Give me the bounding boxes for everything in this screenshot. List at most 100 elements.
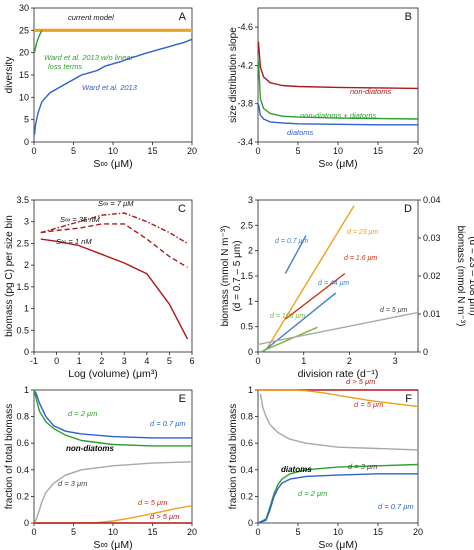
- y-right-tick-label: 0.04: [423, 195, 441, 205]
- y-tick-label: 0.6: [240, 438, 253, 448]
- series-line-d-44-m: [262, 292, 337, 353]
- x-tick-label: 6: [189, 356, 194, 366]
- y-tick-label: 0.8: [240, 412, 253, 422]
- x-axis-label: S∞ (μM): [318, 158, 357, 170]
- series-label: d = 5 μm: [138, 498, 167, 507]
- x-tick-label: 2: [99, 356, 104, 366]
- y-tick-label: 0.8: [16, 412, 29, 422]
- x-axis-label: S∞ (μM): [93, 539, 132, 550]
- y-axis-label: fraction of total biomass: [4, 404, 15, 510]
- series-label: d = 3 μm: [348, 462, 377, 471]
- x-tick-label: 0: [255, 146, 260, 156]
- series-line-d-1-6-m: [284, 272, 346, 320]
- series-line-non-diatoms: [257, 41, 419, 90]
- series-label: d = 2 μm: [298, 489, 327, 498]
- y-tick-label: 20: [19, 48, 29, 58]
- y-tick-label: 0.2: [16, 491, 29, 501]
- y-tick-label: -3.8: [237, 99, 253, 109]
- y-tick-label: 1: [248, 385, 253, 395]
- panel-E: 0 5 10 15 20 0 0.2 0.4 0.6 0.8 1 S∞ (μM) fraction of…: [4, 385, 197, 550]
- y-axis-label: biomass (mmol N m⁻³): [220, 226, 231, 327]
- y-tick-label: 2: [24, 260, 29, 270]
- x-axis-label: division rate (d⁻¹): [298, 368, 379, 380]
- series-label: d = 2 μm: [68, 409, 97, 418]
- x-tick-label: 20: [187, 146, 197, 156]
- y-tick-label: 1.5: [16, 282, 29, 292]
- y-axis-label-sub: (d = 0.7 – 5 μm): [232, 240, 243, 311]
- plot-frame: [257, 199, 419, 353]
- x-axis-label: Log (volume) (μm³): [68, 368, 157, 380]
- y-tick-label: 1: [248, 296, 253, 306]
- x-tick-label: 5: [71, 146, 76, 156]
- y-right-axis-label: biomass (mmol N m⁻³): [455, 226, 466, 327]
- x-tick-label: 15: [373, 146, 383, 156]
- x-tick-label: 20: [187, 527, 197, 537]
- x-tick-label: 15: [147, 527, 157, 537]
- series-label: d = 0.7 μm: [378, 502, 414, 511]
- series-label: S∞ = 1 nM: [56, 237, 92, 246]
- x-tick-label: 20: [413, 527, 423, 537]
- series-line-d-2-m: [257, 463, 419, 524]
- y-tick-label: 10: [19, 92, 29, 102]
- y-tick-label: 2: [248, 246, 253, 256]
- x-tick-label: 15: [147, 146, 157, 156]
- series-line-diatoms: [257, 103, 418, 126]
- plot-frame: [257, 7, 419, 143]
- series-line-s-35-nm: [40, 223, 188, 268]
- x-tick-label: 3: [122, 356, 127, 366]
- x-tick-label: -1: [30, 356, 38, 366]
- y-tick-label: -4.2: [237, 60, 253, 70]
- x-tick-label: 10: [333, 146, 343, 156]
- y-tick-label: 15: [19, 70, 29, 80]
- y-tick-label: 0: [24, 137, 29, 147]
- series-label: Ward et al. 2013: [82, 83, 138, 92]
- series-line-d-5-m: [257, 311, 419, 346]
- x-tick-label: 2: [347, 356, 352, 366]
- y-tick-label: 1.5: [240, 271, 253, 281]
- y-right-axis-label-sub: (d = 23 – 108 μm): [467, 236, 474, 315]
- y-right-tick-label: 0.02: [423, 271, 441, 281]
- y-axis-label: size distribution slope: [228, 27, 239, 123]
- panel-letter: B: [405, 11, 412, 23]
- series-line-s-1-nm: [40, 238, 189, 340]
- x-tick-label: 0: [31, 146, 36, 156]
- x-tick-label: 5: [71, 527, 76, 537]
- y-tick-label: 0: [248, 518, 253, 528]
- series-label: d = 23 μm: [347, 229, 378, 236]
- x-tick-label: 10: [108, 527, 118, 537]
- x-tick-label: 5: [295, 527, 300, 537]
- y-tick-label: 5: [24, 115, 29, 125]
- series-label: d = 5 μm: [380, 307, 408, 314]
- x-axis-label: S∞ (μM): [318, 539, 357, 550]
- panel-D: 0 1 2 3 0 0.5 1 1.5 2 2.5 3 0 0.01 0.02 0.03 0.04 divisi…: [220, 195, 474, 380]
- x-tick-label: 0: [31, 527, 36, 537]
- series-label: d = 0.7 μm: [150, 419, 186, 428]
- series-label: current model: [68, 13, 114, 22]
- series-label: d = 44 μm: [318, 280, 349, 287]
- series-line-d-3-m: [33, 461, 193, 524]
- series-line-d-0-7-m: [284, 235, 307, 274]
- y-tick-label: 0.6: [16, 438, 29, 448]
- x-tick-label: 20: [413, 146, 423, 156]
- y-tick-label: 25: [19, 25, 29, 35]
- y-tick-label: 0: [24, 518, 29, 528]
- series-line-d-2-m: [33, 389, 192, 447]
- series-label: d > 5 μm: [346, 377, 375, 386]
- y-tick-label: 2.5: [16, 238, 29, 248]
- y-tick-label: 3: [24, 217, 29, 227]
- series-line-non-diatoms-diatoms: [257, 60, 419, 120]
- y-tick-label: 3: [248, 195, 253, 205]
- series-label: Ward et al. 2013 w/o linear: [44, 53, 134, 62]
- x-axis-label: S∞ (μM): [93, 158, 132, 170]
- series-label: d = 1.6 μm: [344, 255, 377, 262]
- panel-F: 0 5 10 15 20 0 0.2 0.4 0.6 0.8 1 S∞ (μM) fraction of…: [228, 377, 423, 550]
- series-label: S∞ = 35 nM: [60, 215, 100, 224]
- y-axis-label: biomass (pg C) per size bin: [4, 215, 15, 337]
- x-tick-label: 15: [373, 527, 383, 537]
- y-tick-label: 1: [24, 385, 29, 395]
- y-tick-label: 3.5: [16, 195, 29, 205]
- y-tick-label: 2.5: [240, 220, 253, 230]
- y-tick-label: 30: [19, 3, 29, 13]
